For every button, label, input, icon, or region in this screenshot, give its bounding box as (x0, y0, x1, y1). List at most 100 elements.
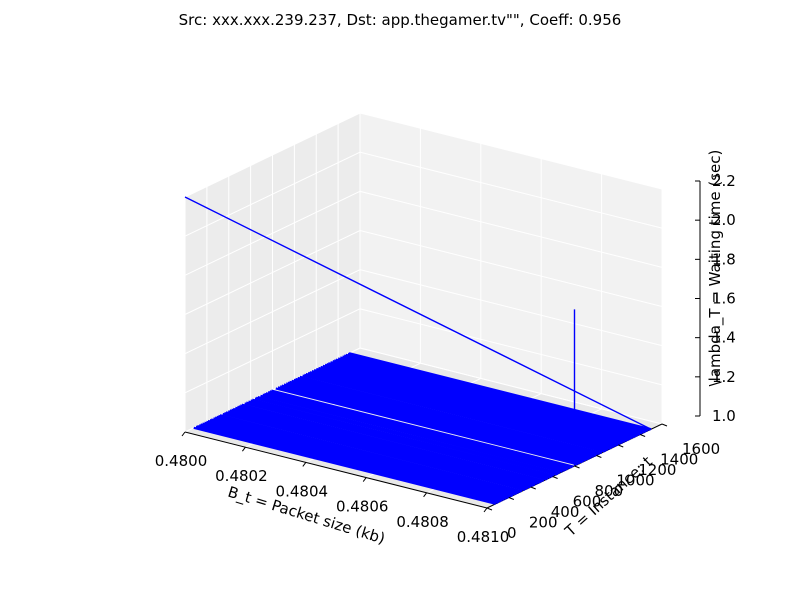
y-tick (530, 486, 536, 490)
plot-area (184, 196, 652, 505)
grid-z (184, 269, 663, 355)
floor-line (267, 391, 571, 470)
floor-line (313, 368, 617, 448)
floor-line (265, 392, 569, 471)
z-tick-label: 2.2 (712, 172, 736, 190)
floor-line (241, 403, 545, 482)
floor-line (320, 365, 623, 444)
floor-line (239, 404, 543, 483)
floor-line (250, 399, 553, 478)
floor-line (324, 363, 628, 442)
floor-line (214, 416, 518, 495)
floor-line (283, 383, 587, 462)
grid-z (184, 229, 663, 315)
floor-line (207, 419, 511, 499)
floor-line (244, 402, 547, 481)
floor-line (293, 378, 597, 457)
floor-line (213, 417, 516, 496)
floor-line (302, 374, 605, 453)
floor-line (287, 381, 591, 460)
z-tick-label: 2.0 (712, 211, 736, 229)
floor-line (345, 353, 649, 432)
floor-line (343, 354, 647, 433)
floor-line (330, 361, 633, 440)
y-tick-label: 800 (595, 482, 624, 500)
floor-line (277, 386, 581, 465)
grid-z (184, 151, 663, 237)
floor-line (335, 358, 639, 437)
floor-line (279, 385, 583, 464)
floor-line (262, 393, 565, 472)
floor-line (224, 412, 527, 491)
floor-line (295, 377, 598, 457)
x-tick-label: 0.4800 (155, 452, 208, 470)
y-tick (552, 476, 558, 479)
floor-line (297, 376, 600, 455)
floor-line (303, 373, 607, 452)
floor-line (225, 411, 529, 490)
floor-line (193, 426, 497, 505)
floor-line (271, 389, 574, 468)
y-tick-label: 200 (529, 514, 558, 532)
x-tick (241, 446, 246, 452)
x-tick (362, 477, 367, 482)
z-tick-label: 1.0 (712, 407, 736, 425)
floor-line (229, 409, 533, 488)
y-tick (574, 465, 580, 469)
floor-line (264, 392, 567, 472)
floor-line (315, 367, 619, 447)
floor-line (227, 410, 531, 489)
y-tick-label: 600 (573, 493, 602, 511)
floor-line (334, 359, 637, 438)
y-tick (596, 455, 602, 458)
y-tick-label: 1400 (660, 451, 698, 469)
floor-line (204, 421, 507, 500)
x-tick-label: 0.4808 (396, 513, 449, 531)
y-tick (661, 423, 668, 427)
floor-line (307, 371, 611, 451)
floor-line (281, 384, 585, 463)
x-tick-label: 0.4802 (215, 467, 268, 485)
floor-line (218, 414, 521, 494)
z-tick-label: 1.4 (712, 329, 736, 347)
y-tick-label: 1000 (616, 472, 654, 490)
grid-z (184, 308, 663, 394)
y-tick (486, 507, 493, 511)
floor-line (200, 423, 503, 502)
floor-line (222, 412, 526, 491)
floor-line (340, 356, 643, 435)
y-tick-label: 0 (507, 524, 517, 542)
floor-line (245, 401, 549, 480)
z-tick-label: 1.6 (712, 290, 736, 308)
floor-line (210, 418, 514, 497)
series-line (184, 196, 652, 430)
grid-z (184, 112, 663, 198)
floor-line (326, 362, 629, 442)
floor-line (238, 405, 541, 484)
z-tick-label: 1.2 (712, 368, 736, 386)
y-tick (639, 434, 646, 437)
floor-line (275, 387, 579, 466)
floor-line (318, 366, 621, 446)
floor-line (235, 406, 538, 485)
x-tick-label: 0.4804 (276, 482, 329, 500)
floor-line (285, 382, 589, 461)
floor-line (332, 360, 635, 439)
chart-title: Src: xxx.xxx.239.237, Dst: app.thegamer.… (179, 11, 622, 29)
floor-line (342, 355, 645, 434)
x-axis-line (184, 431, 488, 509)
floor-line (232, 407, 536, 486)
z-tick-label: 1.8 (712, 250, 736, 268)
x-tick (423, 492, 428, 498)
y-tick-label: 1200 (638, 461, 676, 479)
floor-line (255, 396, 559, 475)
y-tick (618, 444, 624, 448)
floor-line (248, 400, 551, 479)
floor-line (257, 396, 561, 475)
z-axis-label: \lambda_T = Waiting time (sec) (706, 150, 725, 387)
floor-line (311, 370, 615, 449)
grid-z (184, 190, 663, 276)
floor-line (251, 398, 555, 477)
